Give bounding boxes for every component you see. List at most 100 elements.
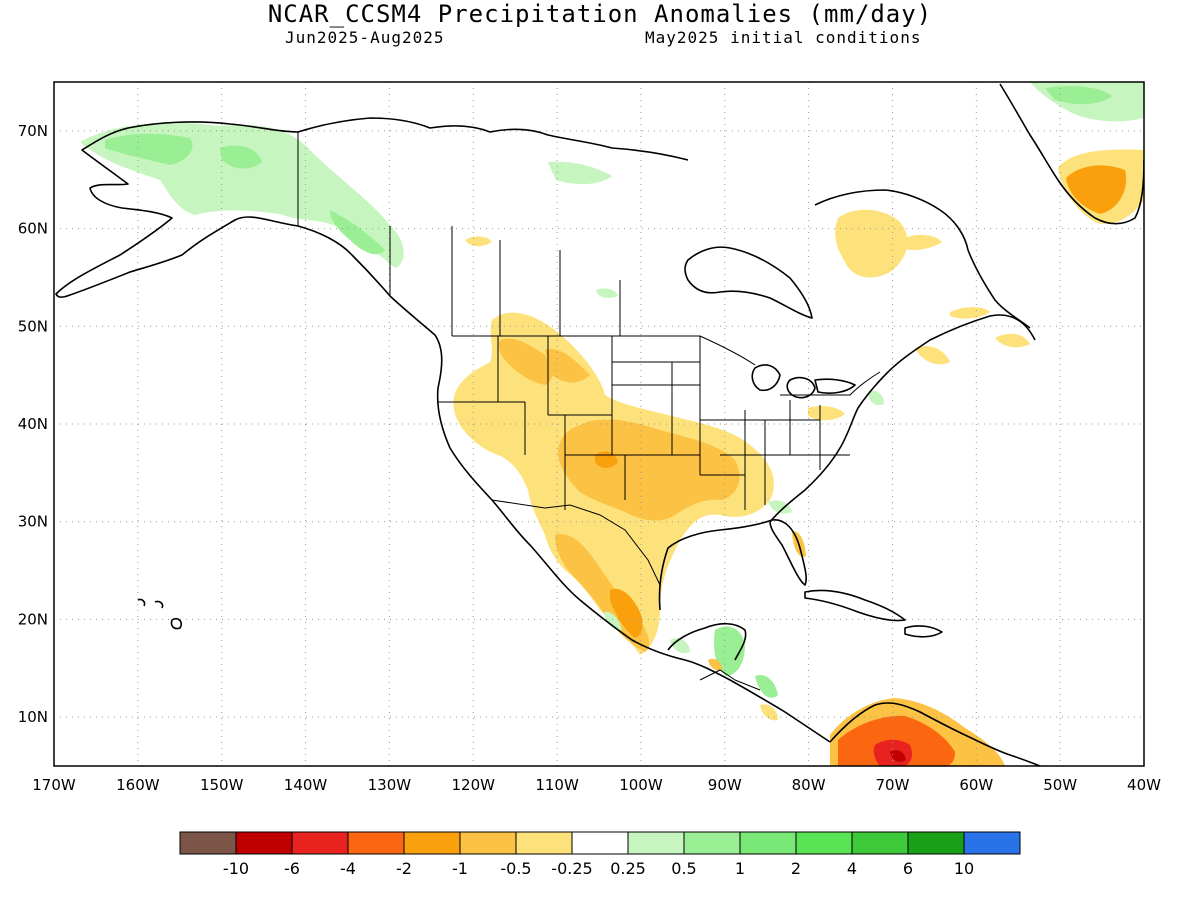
lon-label: 80W xyxy=(792,776,826,794)
colorbar-label: 0.5 xyxy=(671,859,696,878)
anomaly-newfoundland-dry xyxy=(995,333,1030,348)
canada-provinces xyxy=(389,226,621,336)
lat-label: 50N xyxy=(18,317,48,335)
hawaii xyxy=(137,598,183,630)
lon-label: 40W xyxy=(1127,776,1161,794)
colorbar-label: -2 xyxy=(396,859,412,878)
colorbar-swatch xyxy=(795,831,853,855)
plot-frame xyxy=(53,81,1145,767)
colorbar-swatch xyxy=(515,831,573,855)
anomaly-alaska-wet3 xyxy=(220,145,262,169)
lon-label: 110W xyxy=(535,776,579,794)
colorbar-label: -4 xyxy=(340,859,356,878)
lat-label: 40N xyxy=(18,415,48,433)
colorbar-swatch xyxy=(571,831,629,855)
anomaly-texas-core xyxy=(595,451,618,468)
anomaly-labrador-dry xyxy=(950,307,990,319)
anomaly-central-america-wet xyxy=(714,626,745,676)
colorbar-label: -1 xyxy=(452,859,468,878)
anomaly-sc-wet xyxy=(768,500,792,514)
alaska-coast xyxy=(55,121,299,298)
lon-label: 170W xyxy=(32,776,76,794)
lon-label: 120W xyxy=(451,776,495,794)
hudson-bay xyxy=(684,246,813,319)
anomaly-nunavut-dry xyxy=(465,236,492,247)
cuba xyxy=(804,589,906,622)
anomaly-quebec-dry2 xyxy=(900,234,942,250)
colorbar-label: 2 xyxy=(791,859,801,878)
colorbar-swatch xyxy=(235,831,293,855)
lon-label: 50W xyxy=(1043,776,1077,794)
anomaly-alaska-wet2 xyxy=(105,133,193,165)
colorbar-swatch xyxy=(291,831,349,855)
colorbar-swatch xyxy=(907,831,965,855)
pacific-nw-coast xyxy=(297,225,831,743)
canada-arctic-coast xyxy=(297,117,689,161)
anomaly-mexico-core xyxy=(610,588,643,638)
lon-label: 130W xyxy=(368,776,412,794)
state-lines xyxy=(438,336,850,510)
colorbar-label: 0.25 xyxy=(610,859,646,878)
anomaly-fields xyxy=(80,82,1144,766)
gulf-coast xyxy=(658,519,807,611)
lon-label: 140W xyxy=(284,776,328,794)
map-title: NCAR_CCSM4 Precipitation Anomalies (mm/d… xyxy=(267,0,933,28)
lon-label: 150W xyxy=(200,776,244,794)
east-coast xyxy=(769,314,1036,523)
anomaly-ne-wet xyxy=(868,390,884,406)
greenland-coast xyxy=(999,83,1144,225)
lat-label: 20N xyxy=(18,610,48,628)
lon-label: 100W xyxy=(619,776,663,794)
axis-labels: 10N 20N 30N 40N 50N 60N 70N 170W 160W 150W 140W 130… xyxy=(18,122,1161,794)
great-lakes xyxy=(751,364,856,399)
political-borders xyxy=(297,132,881,691)
anomaly-maritimes-dry xyxy=(915,345,950,365)
anomaly-east-dry xyxy=(808,406,845,421)
colorbar-swatch xyxy=(963,831,1021,855)
lat-label: 60N xyxy=(18,220,48,238)
anomaly-panama-dry xyxy=(760,704,778,721)
lat-label: 30N xyxy=(18,513,48,531)
labrador-coast xyxy=(814,189,1031,329)
anomaly-quebec-dry xyxy=(835,209,908,278)
colorbar-label: 10 xyxy=(954,859,974,878)
yucatan-coast xyxy=(667,622,747,661)
colorbar-swatch xyxy=(403,831,461,855)
lon-label: 70W xyxy=(876,776,910,794)
colorbar-swatch xyxy=(683,831,741,855)
colorbar-swatch xyxy=(459,831,517,855)
colorbar-swatch xyxy=(179,831,237,855)
colorbar-swatch xyxy=(347,831,405,855)
colorbar-label: -6 xyxy=(284,859,300,878)
initial-conditions: May2025 initial conditions xyxy=(645,28,922,47)
us-mexico-border xyxy=(491,499,661,586)
mexico-states xyxy=(699,669,761,691)
colorbar-swatch xyxy=(739,831,797,855)
lat-label: 70N xyxy=(18,122,48,140)
hispaniola xyxy=(904,625,943,638)
lat-label: 10N xyxy=(18,708,48,726)
colorbar-label: -0.25 xyxy=(551,859,592,878)
lon-label: 60W xyxy=(959,776,993,794)
anomaly-greenland-wet2 xyxy=(1045,86,1112,105)
anomaly-greenland-dry2 xyxy=(1066,165,1127,214)
anomaly-yucatan-wet xyxy=(670,638,690,654)
coastlines xyxy=(55,83,1144,766)
anomaly-mexico-wet xyxy=(604,611,622,631)
lon-label: 90W xyxy=(708,776,742,794)
colorbar-label: 1 xyxy=(735,859,745,878)
colorbar: -10 -6 -4 -2 -1 -0.5 -0.25 0.25 0.5 1 2 4 6 10 xyxy=(179,831,1021,878)
anomaly-nunavut-wet xyxy=(548,161,612,185)
anomaly-yukon-wet xyxy=(330,210,385,255)
colorbar-label: -10 xyxy=(223,859,249,878)
south-america-coast xyxy=(829,702,1041,766)
forecast-period: Jun2025-Aug2025 xyxy=(285,28,445,47)
lon-label: 160W xyxy=(116,776,160,794)
colorbar-swatch xyxy=(627,831,685,855)
anomaly-nw-dry xyxy=(498,338,553,385)
anomaly-hudson-wet xyxy=(596,288,618,298)
colorbar-label: 6 xyxy=(903,859,913,878)
anomaly-colombia-dry4 xyxy=(890,750,906,762)
colorbar-label: 4 xyxy=(847,859,857,878)
